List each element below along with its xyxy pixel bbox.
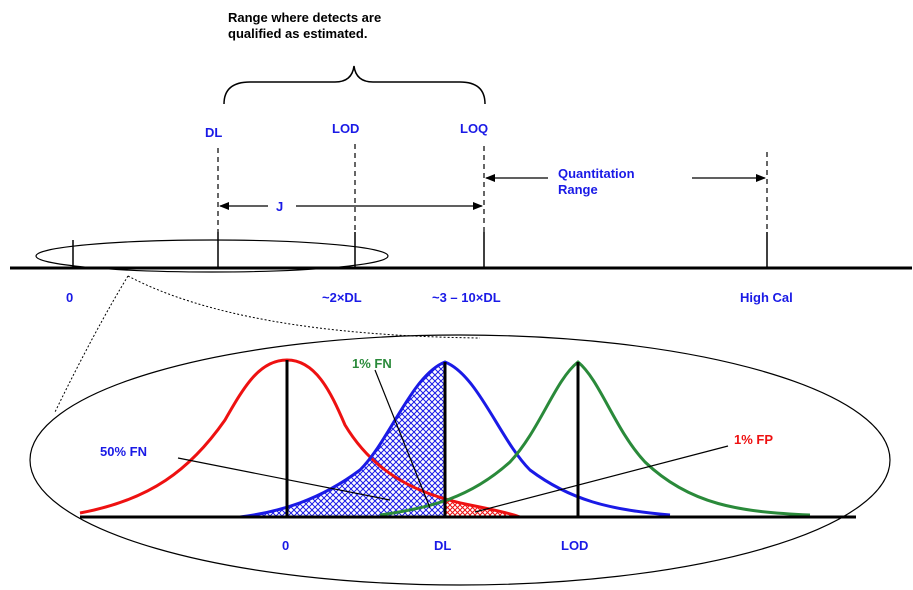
fn50-label: 50% FN: [100, 444, 147, 459]
zoom-axis-label-zero: 0: [282, 538, 289, 553]
fp1-label: 1% FP: [734, 432, 773, 447]
annotation-line-1: Range where detects are: [228, 10, 381, 25]
annotation-line-2: qualified as estimated.: [228, 26, 367, 41]
fn1-pointer: [374, 369, 431, 509]
lod-label: LOD: [332, 121, 359, 136]
blue-false-negative-region: [240, 362, 445, 517]
zoom-axis-label-dl: DL: [434, 538, 451, 553]
quantitation-label-line-2: Range: [558, 182, 598, 197]
zoom-detail-ellipse: [29, 334, 891, 586]
quantitation-label-line-1: Quantitation: [558, 166, 635, 181]
fn50-pointer: [177, 457, 391, 501]
red-false-positive-region: [445, 498, 520, 517]
range-brace: [223, 65, 486, 105]
zoom-axis-label-lod: LOD: [561, 538, 588, 553]
dl-label: DL: [205, 125, 222, 140]
fp1-pointer: [474, 445, 729, 513]
red-distribution-curve: [79, 358, 521, 519]
axis-label-three-ten-dl: ~3 – 10×DL: [432, 290, 501, 305]
j-label: J: [276, 199, 283, 214]
zoom-region-ellipse: [35, 239, 389, 273]
zoom-connector-right: [127, 275, 481, 339]
axis-label-zero: 0: [66, 290, 73, 305]
fn1-label: 1% FN: [352, 356, 392, 371]
loq-label: LOQ: [460, 121, 488, 136]
axis-label-two-dl: ~2×DL: [322, 290, 362, 305]
axis-label-high-cal: High Cal: [740, 290, 793, 305]
blue-distribution-curve: [239, 360, 671, 519]
